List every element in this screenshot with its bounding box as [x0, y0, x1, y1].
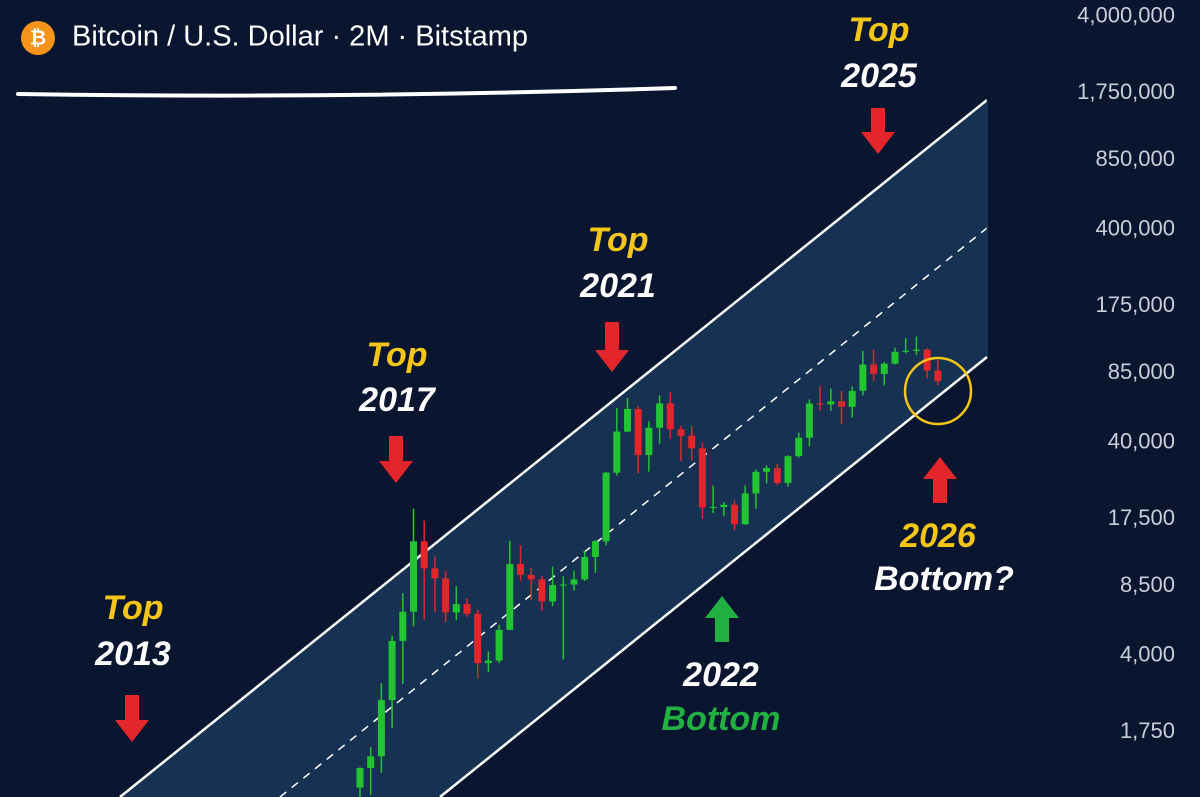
candle-body: [666, 403, 674, 430]
candle-body: [773, 468, 781, 483]
candle-body: [399, 611, 407, 641]
candle-body: [570, 579, 578, 585]
candle-body: [741, 493, 749, 525]
candle-body: [805, 403, 813, 438]
candle-body: [731, 504, 738, 525]
y-tick-label: 850,000: [1095, 146, 1175, 171]
title-underline: [16, 86, 677, 98]
annotation: Top: [587, 221, 648, 259]
candle-body: [602, 472, 610, 542]
candle-body: [388, 640, 396, 701]
candle-body: [613, 431, 621, 473]
y-tick-label: 8,500: [1120, 572, 1175, 597]
annotation: 2017: [358, 381, 437, 419]
arrow: [923, 457, 957, 503]
annotation: 2013: [94, 635, 171, 673]
candle-body: [912, 349, 920, 351]
channel-lower: [439, 356, 988, 797]
annotation: 2022: [682, 656, 759, 694]
candle-body: [634, 408, 642, 456]
y-tick-label: 4,000,000: [1077, 3, 1175, 28]
annotation: Top: [366, 336, 427, 374]
candle-body: [474, 613, 482, 664]
candle-body: [356, 768, 364, 788]
candle-body: [677, 429, 685, 436]
candle-body: [452, 604, 460, 613]
annotation: Bottom?: [874, 560, 1014, 598]
candle-body: [549, 585, 557, 602]
candle-body: [645, 427, 653, 456]
y-tick-label: 175,000: [1095, 292, 1175, 317]
candle-body: [720, 504, 728, 507]
candle-body: [538, 579, 546, 602]
candle-body: [795, 437, 803, 457]
candle-body: [848, 390, 856, 407]
channel-upper: [119, 99, 988, 797]
candle-body: [517, 563, 524, 575]
annotation: 2026: [899, 517, 977, 555]
candle-body: [698, 448, 706, 508]
candle-body: [484, 660, 492, 664]
candle-body: [377, 700, 385, 757]
bitcoin-icon: [21, 21, 55, 55]
candle-body: [463, 604, 471, 614]
candle-body: [410, 541, 417, 612]
annotation: Top: [848, 11, 909, 49]
candle-body: [891, 351, 899, 364]
candle-body: [816, 403, 824, 405]
y-tick-label: 4,000: [1120, 642, 1175, 667]
candle-body: [870, 364, 878, 374]
candle-body: [420, 541, 428, 569]
candle-body: [367, 756, 375, 769]
candle-body: [495, 629, 503, 661]
y-tick-label: 1,750: [1120, 718, 1175, 743]
candle-body: [506, 563, 514, 630]
candle-body: [880, 363, 888, 374]
arrow: [705, 596, 739, 642]
candle-body: [431, 568, 439, 579]
candle-body: [763, 468, 771, 472]
arrow: [115, 695, 149, 742]
arrow: [861, 108, 895, 154]
candle-body: [859, 364, 867, 391]
candle-body: [902, 350, 910, 352]
arrow: [379, 436, 413, 483]
candle-body: [784, 456, 792, 483]
annotation: Bottom: [662, 700, 781, 738]
arrow: [595, 322, 629, 372]
highlight-circle: [903, 356, 973, 426]
chart-title: Bitcoin / U.S. Dollar · 2M · Bitstamp: [72, 21, 528, 53]
candle-body: [827, 401, 835, 405]
channel-mid: [279, 227, 988, 797]
candle-body: [656, 403, 664, 428]
y-tick-label: 17,500: [1108, 505, 1175, 530]
y-tick-label: 1,750,000: [1077, 79, 1175, 104]
annotation: 2025: [840, 57, 918, 95]
candle-body: [624, 408, 631, 432]
candles: [356, 336, 942, 797]
candle-body: [581, 556, 589, 580]
y-tick-label: 40,000: [1108, 429, 1175, 454]
annotation: 2021: [579, 267, 656, 305]
candle-body: [838, 401, 845, 407]
candle-body: [591, 541, 599, 557]
candle-body: [934, 370, 942, 382]
candle-body: [442, 578, 450, 613]
y-tick-label: 400,000: [1095, 216, 1175, 241]
candle-body: [688, 435, 696, 449]
candle-body: [709, 506, 717, 508]
bitcoin-icon-symbol: ₿: [30, 27, 46, 49]
annotation: Top: [102, 589, 163, 627]
candle-body: [527, 574, 535, 580]
y-tick-label: 85,000: [1108, 359, 1175, 384]
candle-body: [559, 584, 567, 586]
candle-body: [752, 471, 760, 494]
